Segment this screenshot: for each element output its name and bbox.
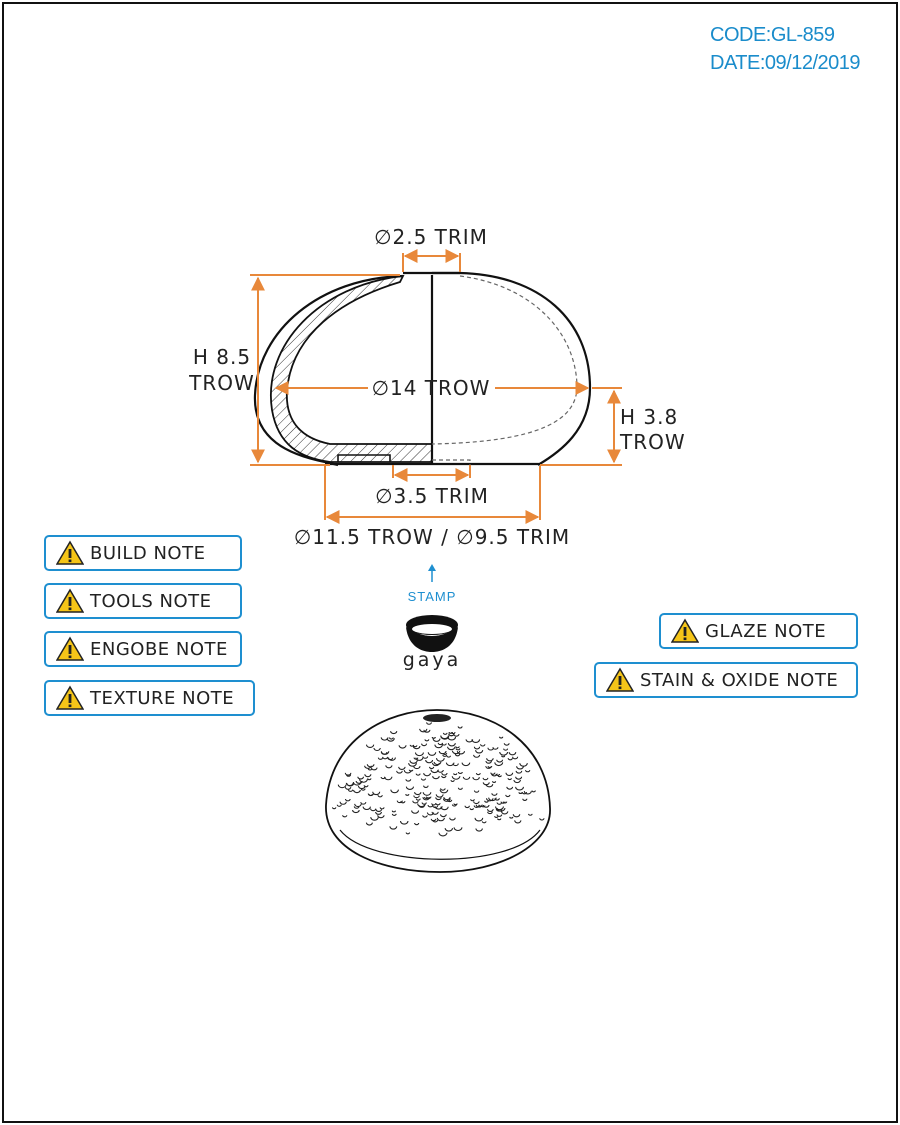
warning-icon [56,636,84,662]
tools-note-label: TOOLS NOTE [90,591,212,612]
build-note-button[interactable]: BUILD NOTE [44,535,242,571]
stamp-label: STAMP [408,589,457,604]
texture-note-label: TEXTURE NOTE [90,688,234,709]
warning-icon [56,540,84,566]
wall-section-hatch [271,276,432,462]
dim-label-base-inner: ∅3.5 TRIM [375,484,489,508]
build-note-label: BUILD NOTE [90,543,205,564]
outer-contour-right [432,273,590,465]
dim-label-height-total-1: H 8.5 [193,345,251,369]
inner-contour-dashed [432,276,577,444]
engobe-note-label: ENGOBE NOTE [90,639,228,660]
dim-label-height-lower-2: TROW [619,430,686,454]
dim-label-height-total-2: TROW [188,371,255,395]
stain-oxide-note-button[interactable]: STAIN & OXIDE NOTE [594,662,858,698]
stamp-marker: STAMP [408,564,457,604]
textured-dome-illustration [326,710,550,872]
warning-icon [606,667,634,693]
glaze-note-label: GLAZE NOTE [705,621,826,642]
glaze-note-button[interactable]: GLAZE NOTE [659,613,858,649]
warning-icon [56,685,84,711]
brand-name: gaya [403,649,462,671]
engobe-note-button[interactable]: ENGOBE NOTE [44,631,242,667]
warning-icon [56,588,84,614]
texture-note-button[interactable]: TEXTURE NOTE [44,680,255,716]
arrow-up-icon [428,564,436,571]
dim-label-max-width: ∅14 TROW [372,376,491,400]
stain-oxide-note-label: STAIN & OXIDE NOTE [640,670,838,691]
tools-note-button[interactable]: TOOLS NOTE [44,583,242,619]
gaya-logo: gaya [403,615,462,671]
dim-label-base-outer: ∅11.5 TROW / ∅9.5 TRIM [294,525,570,549]
vessel-profile [255,273,590,465]
dim-label-height-lower-1: H 3.8 [620,405,678,429]
dim-label-top-opening: ∅2.5 TRIM [374,225,488,249]
warning-icon [671,618,699,644]
